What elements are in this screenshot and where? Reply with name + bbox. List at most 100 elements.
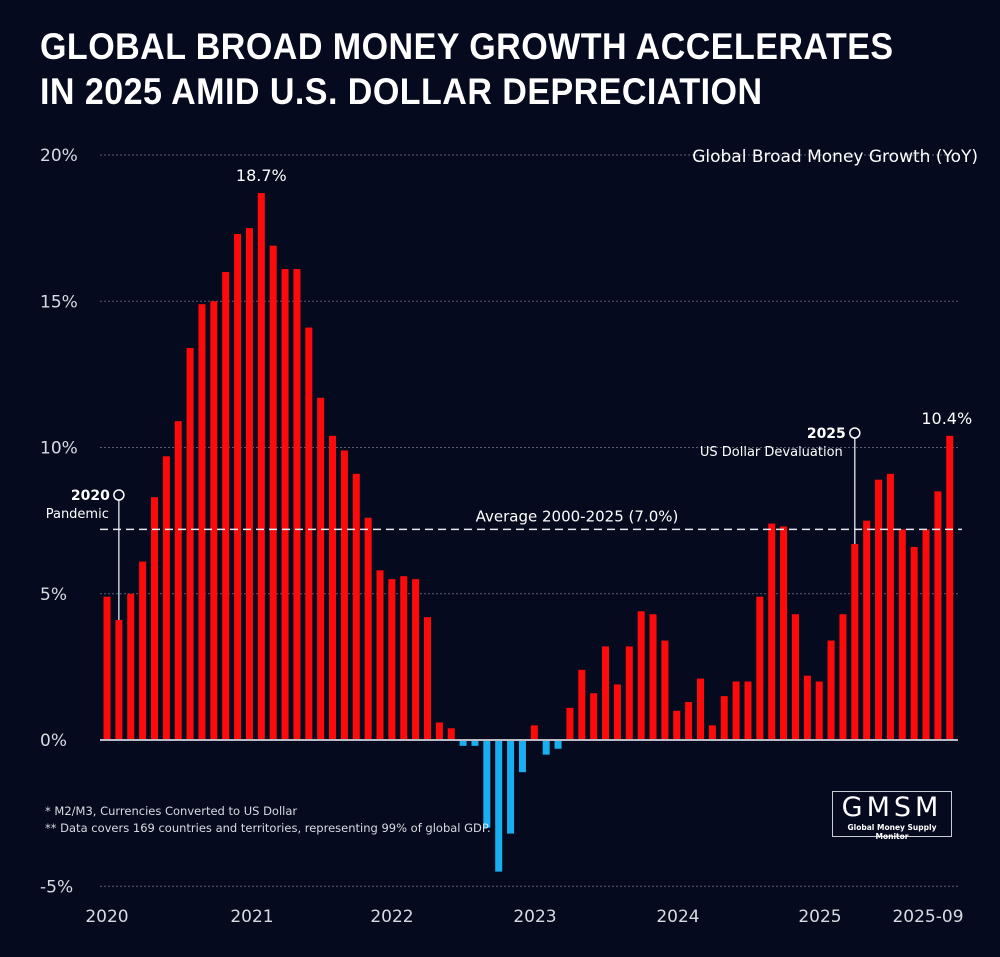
bar xyxy=(245,228,253,740)
bar xyxy=(851,544,859,740)
bar xyxy=(566,707,574,740)
bar xyxy=(364,517,372,740)
bar xyxy=(186,348,194,740)
bar xyxy=(305,327,313,740)
bar xyxy=(661,640,669,740)
bar xyxy=(697,678,704,740)
bar xyxy=(875,479,883,740)
bar xyxy=(554,740,562,749)
bar xyxy=(685,701,693,740)
bar xyxy=(150,497,158,740)
bar xyxy=(780,526,788,740)
bar xyxy=(127,593,135,740)
bar xyxy=(732,681,740,740)
y-tick-label: 10% xyxy=(40,439,78,459)
data-label: 10.4% xyxy=(921,409,972,428)
annotation-year: 2025 xyxy=(807,426,846,442)
bar xyxy=(518,740,526,773)
bar xyxy=(340,450,348,740)
annotation-text: Pandemic xyxy=(46,507,109,522)
average-line-group: Average 2000-2025 (7.0%) xyxy=(100,507,962,531)
data-label: 18.7% xyxy=(236,166,287,185)
bar xyxy=(530,725,538,740)
gridlines xyxy=(100,154,958,887)
bar xyxy=(863,520,871,740)
bar xyxy=(613,684,621,740)
annotation-year: 2020 xyxy=(71,488,110,504)
bar xyxy=(720,696,728,740)
x-tick-label: 2025-09 xyxy=(892,907,963,927)
bar xyxy=(934,491,942,740)
bar xyxy=(269,245,277,741)
bar xyxy=(673,710,681,740)
bar xyxy=(483,740,491,828)
bar xyxy=(293,269,301,740)
logo-name: Global Money Supply Monitor xyxy=(847,823,937,841)
annotation-marker xyxy=(849,427,861,439)
x-tick-label: 2022 xyxy=(370,907,413,927)
bar xyxy=(376,570,384,740)
gmsm-logo: GMSM Global Money Supply Monitor xyxy=(832,791,952,841)
bar xyxy=(910,546,918,740)
bar xyxy=(649,614,657,740)
bar xyxy=(400,576,408,740)
bar xyxy=(352,473,360,740)
bar xyxy=(922,529,930,740)
title-line-2: IN 2025 AMID U.S. DOLLAR DEPRECIATION xyxy=(40,71,763,112)
bar xyxy=(946,435,954,740)
bar xyxy=(281,269,289,740)
bar xyxy=(162,456,170,740)
bar xyxy=(234,233,242,740)
bar xyxy=(435,722,443,740)
chart-title: GLOBAL BROAD MONEY GROWTH ACCELERATES IN… xyxy=(40,24,894,114)
bar xyxy=(115,620,123,740)
footnotes: * M2/M3, Currencies Converted to US Doll… xyxy=(45,803,491,837)
bar xyxy=(495,740,503,872)
y-tick-label: 15% xyxy=(40,292,78,312)
series-legend: Global Broad Money Growth (YoY) xyxy=(692,147,978,167)
y-tick-label: 5% xyxy=(40,585,67,605)
x-tick-label: 2023 xyxy=(513,907,556,927)
x-tick-label: 2024 xyxy=(656,907,699,927)
bar xyxy=(578,669,586,740)
bar xyxy=(103,596,111,740)
bar xyxy=(827,640,835,740)
bar xyxy=(507,740,515,834)
annotation-text: US Dollar Devaluation xyxy=(700,445,843,460)
bar xyxy=(590,693,598,740)
bar xyxy=(542,740,550,755)
bar xyxy=(625,646,633,740)
bar xyxy=(471,740,479,746)
bar xyxy=(139,561,147,740)
annotations: 18.7% 10.4% 2020 Pandemic 2025 US Dollar Deva… xyxy=(46,166,972,621)
x-axis: 2020 2021 2022 2023 2024 2025 2025-09 xyxy=(85,907,963,927)
x-tick-label: 2025 xyxy=(798,907,841,927)
bar xyxy=(768,523,776,740)
y-tick-label: 0% xyxy=(40,731,67,751)
bar xyxy=(708,725,716,740)
bar xyxy=(174,421,182,740)
bar xyxy=(447,728,455,740)
footnote-2: ** Data covers 169 countries and territo… xyxy=(45,821,491,835)
y-tick-label: -5% xyxy=(40,877,73,897)
bar xyxy=(329,435,337,740)
bar xyxy=(423,617,431,740)
footnote-1: * M2/M3, Currencies Converted to US Doll… xyxy=(45,804,298,818)
logo-abbr: GMSM xyxy=(841,792,943,823)
bar xyxy=(602,646,610,740)
y-tick-label: 20% xyxy=(40,146,78,166)
bar xyxy=(637,611,645,740)
bar xyxy=(412,579,420,740)
bar xyxy=(317,397,325,740)
bar xyxy=(198,304,206,740)
bar xyxy=(222,272,230,740)
bar xyxy=(257,193,265,740)
title-line-1: GLOBAL BROAD MONEY GROWTH ACCELERATES xyxy=(40,26,894,67)
bar xyxy=(744,681,752,740)
y-axis: 20% 15% 10% 5% 0% -5% xyxy=(40,146,78,897)
bar xyxy=(898,529,906,740)
bar xyxy=(459,740,467,746)
bar xyxy=(756,596,764,740)
bar xyxy=(886,473,894,740)
